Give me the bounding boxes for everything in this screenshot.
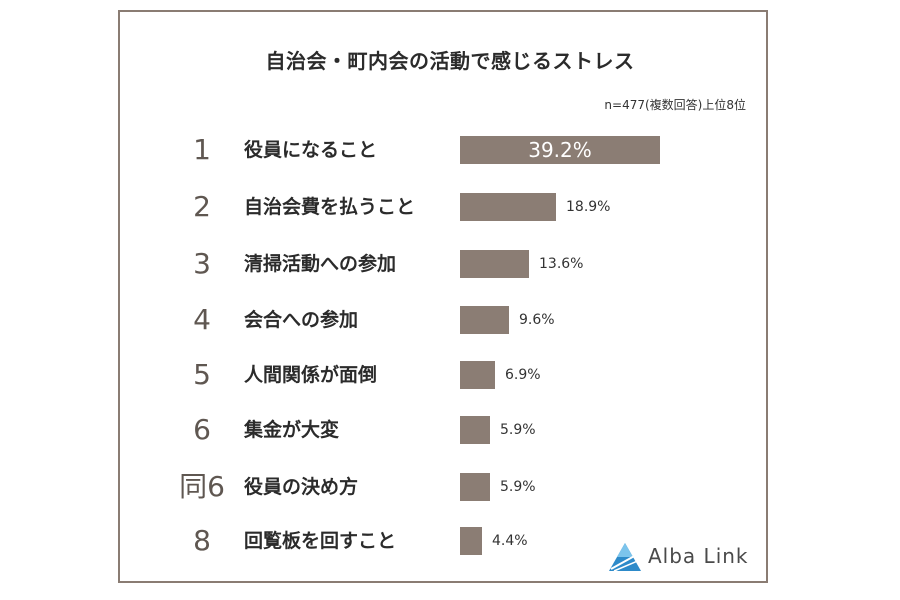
category-label: 集金が大変	[244, 419, 340, 441]
bar	[460, 527, 482, 555]
bar-row: 同6 役員の決め方 5.9%	[0, 467, 900, 507]
bar-row: 4 会合への参加 9.6%	[0, 300, 900, 340]
category-label: 役員になること	[244, 139, 378, 161]
bar-row: 5 人間関係が面倒 6.9%	[0, 355, 900, 395]
chart-frame	[118, 10, 768, 583]
category-label: 自治会費を払うこと	[244, 196, 416, 218]
bar-row: 8 回覧板を回すこと 4.4%	[0, 521, 900, 561]
rank-label: 2	[193, 190, 211, 223]
chart-subtitle: n=477(複数回答)上位8位	[604, 98, 746, 112]
bar	[460, 306, 509, 334]
bar-row: 1 役員になること 39.2%	[0, 130, 900, 170]
bar	[460, 193, 556, 221]
bar-row: 3 清掃活動への参加 13.6%	[0, 244, 900, 284]
value-label: 6.9%	[505, 367, 541, 383]
rank-label: 同6	[179, 470, 225, 503]
value-label: 9.6%	[519, 312, 555, 328]
alba-link-triangle-icon	[609, 543, 641, 572]
value-label: 4.4%	[492, 533, 528, 549]
rank-label: 3	[193, 247, 211, 280]
rank-label: 6	[193, 413, 211, 446]
bar	[460, 473, 490, 501]
bar	[460, 416, 490, 444]
category-label: 清掃活動への参加	[244, 253, 397, 275]
value-label: 18.9%	[566, 199, 611, 215]
bar	[460, 136, 660, 164]
rank-label: 5	[193, 358, 211, 391]
bar	[460, 361, 495, 389]
category-label: 役員の決め方	[244, 476, 359, 498]
rank-label: 1	[193, 133, 211, 166]
category-label: 回覧板を回すこと	[244, 530, 397, 552]
value-label: 5.9%	[500, 422, 536, 438]
chart-title: 自治会・町内会の活動で感じるストレス	[265, 49, 635, 73]
category-label: 会合への参加	[244, 309, 359, 331]
bar-row: 6 集金が大変 5.9%	[0, 410, 900, 450]
value-label: 13.6%	[539, 256, 584, 272]
rank-label: 8	[193, 524, 211, 557]
category-label: 人間関係が面倒	[244, 364, 378, 386]
value-label: 39.2%	[528, 138, 592, 162]
bar-row: 2 自治会費を払うこと 18.9%	[0, 187, 900, 227]
rank-label: 4	[193, 303, 211, 336]
value-label: 5.9%	[500, 479, 536, 495]
alba-link-logo: Alba Link	[608, 540, 758, 572]
logo-text: Alba Link	[648, 544, 749, 568]
bar	[460, 250, 529, 278]
